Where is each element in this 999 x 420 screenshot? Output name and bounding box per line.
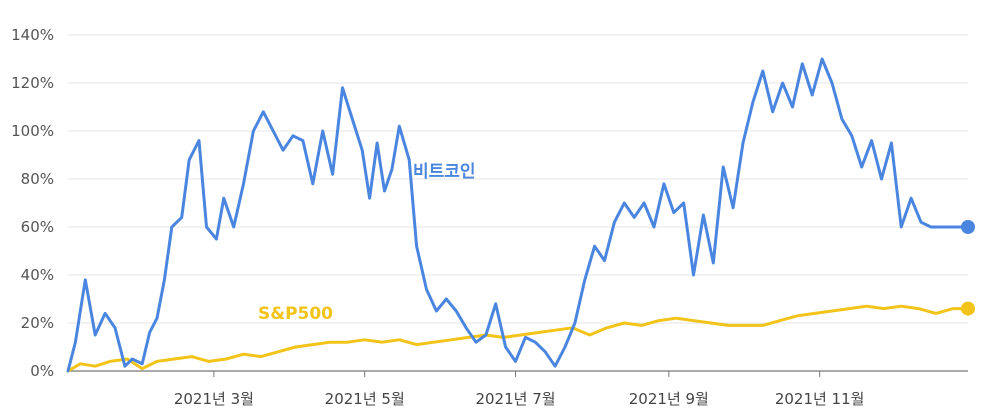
y-tick-label: 140%	[11, 26, 54, 44]
x-tick-label: 2021년 9월	[629, 390, 709, 408]
series-line-sp500	[66, 304, 970, 373]
series-end-marker-bitcoin	[961, 220, 975, 234]
series-label-bitcoin: 비트코인	[413, 162, 476, 182]
y-tick-label: 20%	[21, 314, 54, 332]
y-tick-label: 40%	[21, 266, 54, 284]
y-tick-label: 100%	[11, 122, 54, 140]
y-tick-label: 120%	[11, 74, 54, 92]
x-tick-label: 2021년 5월	[325, 390, 405, 408]
x-tick-label: 2021년 3월	[174, 390, 254, 408]
series-end-marker-sp500	[961, 301, 975, 316]
series-label-sp500: S&P500	[258, 304, 333, 324]
x-tick-label: 2021년 11월	[775, 390, 865, 408]
x-tick-label: 2021년 7월	[475, 390, 555, 408]
y-tick-label: 60%	[21, 218, 54, 236]
y-axis: 0% 20% 40% 60% 80% 100% 120% 140%	[11, 26, 54, 380]
series-labels: 비트코인 S&P500	[258, 162, 476, 324]
series-lines	[66, 57, 975, 373]
y-tick-label: 80%	[21, 170, 54, 188]
x-axis: 2021년 3월 2021년 5월 2021년 7월 2021년 9월 2021년 11…	[174, 371, 865, 408]
y-tick-label: 0%	[30, 362, 54, 380]
series-line-bitcoin	[66, 57, 970, 373]
